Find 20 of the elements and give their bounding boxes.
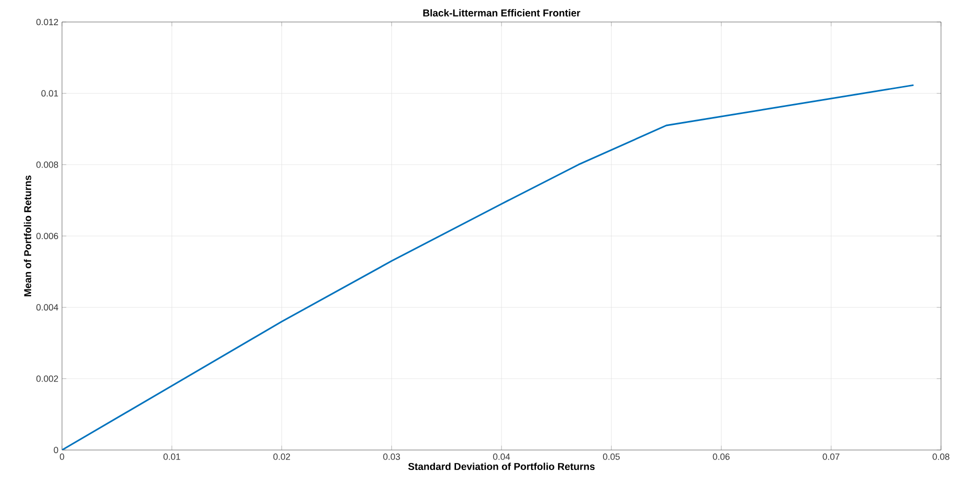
y-tick-label: 0.01: [41, 90, 58, 97]
x-tick-label: 0.02: [273, 454, 290, 460]
y-tick-label: 0.012: [36, 18, 58, 26]
x-tick-label: 0.01: [163, 454, 180, 460]
x-tick-label: 0.04: [493, 454, 510, 460]
x-axis-title: Standard Deviation of Portfolio Returns: [408, 462, 595, 470]
x-tick-label: 0.07: [822, 454, 840, 460]
y-tick-label: 0.008: [36, 161, 58, 168]
y-tick-label: 0.002: [36, 375, 58, 382]
x-tick-label: 0.06: [712, 454, 730, 460]
chart-title: Black-Litterman Efficient Frontier: [423, 9, 580, 16]
x-tick-label: 0.05: [602, 454, 620, 460]
x-tick-label: 0.03: [383, 454, 400, 460]
line-series: [62, 84, 914, 450]
x-tick-label: 0.08: [932, 454, 950, 460]
x-tick-label: 0: [60, 454, 64, 460]
y-axis-title: Mean of Portfolio Returns: [24, 176, 32, 296]
y-tick-label: 0: [54, 446, 58, 454]
y-tick-label: 0.006: [36, 232, 58, 240]
y-tick-label: 0.004: [36, 304, 58, 311]
